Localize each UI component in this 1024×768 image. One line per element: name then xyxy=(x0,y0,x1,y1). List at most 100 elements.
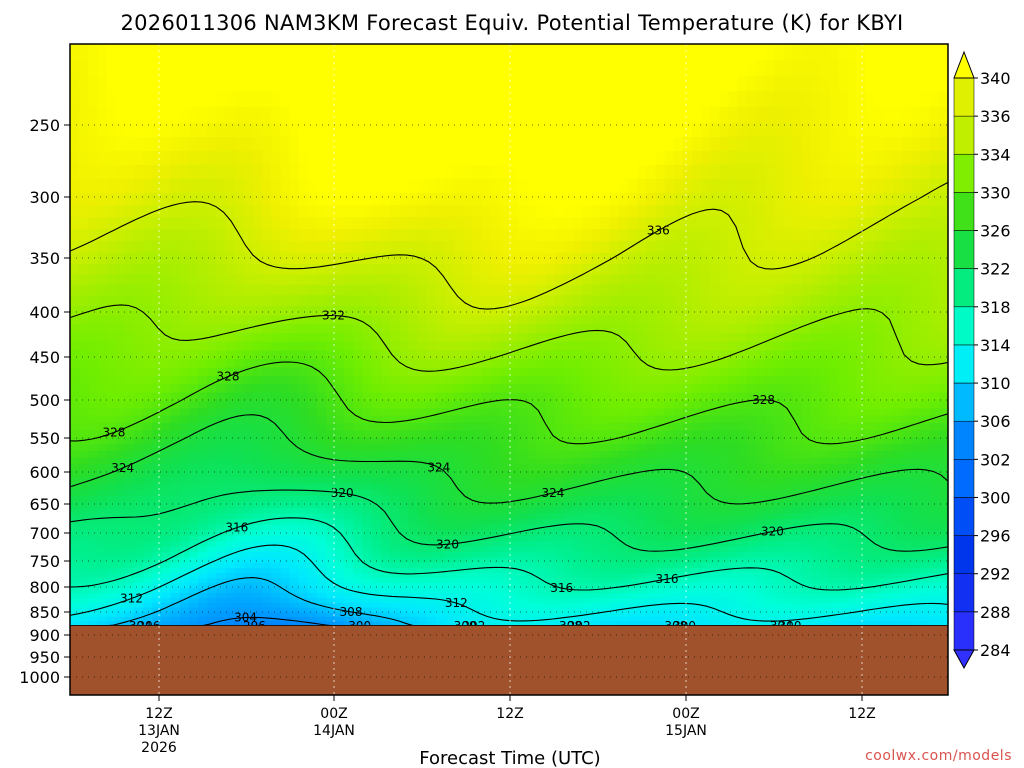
field-cell xyxy=(417,75,428,92)
field-cell xyxy=(509,324,519,334)
field-cell xyxy=(252,430,263,439)
field-cell xyxy=(874,415,885,424)
field-cell xyxy=(252,470,263,478)
field-cell xyxy=(115,477,126,484)
field-cell xyxy=(97,495,108,503)
field-cell xyxy=(810,192,821,206)
field-cell xyxy=(143,470,153,478)
field-cell xyxy=(655,59,665,76)
field-cell xyxy=(600,519,611,526)
field-cell xyxy=(820,437,830,445)
field-cell xyxy=(161,408,172,417)
field-cell xyxy=(381,375,391,385)
field-cell xyxy=(792,44,803,61)
field-cell xyxy=(765,240,775,254)
field-cell xyxy=(216,333,226,343)
field-cell xyxy=(252,507,263,514)
field-cell xyxy=(518,489,528,497)
field-cell xyxy=(362,324,373,334)
field-cell xyxy=(527,392,537,402)
field-cell xyxy=(884,350,894,360)
field-cell xyxy=(536,464,547,472)
field-cell xyxy=(920,263,931,275)
field-cell xyxy=(536,350,547,360)
field-cell xyxy=(792,464,803,472)
field-cell xyxy=(664,178,675,194)
field-cell xyxy=(792,359,803,369)
field-cell xyxy=(938,430,949,439)
field-cell xyxy=(225,341,236,352)
field-cell xyxy=(161,178,172,194)
field-cell xyxy=(865,59,876,76)
field-cell xyxy=(847,470,858,478)
field-cell xyxy=(618,333,629,343)
field-cell xyxy=(792,217,803,230)
field-cell xyxy=(600,437,611,445)
field-cell xyxy=(381,274,391,286)
field-cell xyxy=(518,350,528,360)
field-cell xyxy=(152,430,162,439)
field-cell xyxy=(481,106,492,124)
field-cell xyxy=(938,524,949,531)
field-cell xyxy=(829,324,839,334)
field-cell xyxy=(124,75,135,92)
field-cell xyxy=(179,457,190,465)
field-cell xyxy=(316,430,327,439)
field-cell xyxy=(463,423,473,431)
field-cell xyxy=(884,91,894,108)
field-cell xyxy=(600,464,611,472)
field-cell xyxy=(518,136,528,152)
field-cell xyxy=(673,367,684,377)
field-cell xyxy=(207,324,217,334)
field-cell xyxy=(399,295,409,307)
field-cell xyxy=(445,295,455,307)
field-cell xyxy=(225,333,236,343)
field-cell xyxy=(938,437,949,445)
field-cell xyxy=(161,451,172,459)
field-cell xyxy=(536,324,547,334)
field-cell xyxy=(106,507,117,514)
field-cell xyxy=(618,91,629,108)
field-cell xyxy=(499,367,510,377)
field-cell xyxy=(225,350,236,360)
field-cell xyxy=(207,192,217,206)
field-cell xyxy=(463,430,473,439)
field-cell xyxy=(234,423,245,431)
field-cell xyxy=(353,400,364,409)
field-cell xyxy=(188,392,199,402)
field-cell xyxy=(655,451,665,459)
field-cell xyxy=(454,502,464,509)
field-cell xyxy=(188,400,199,409)
field-cell xyxy=(911,192,922,206)
field-cell xyxy=(152,477,162,484)
field-cell xyxy=(755,408,766,417)
field-cell xyxy=(280,530,291,537)
field-cell xyxy=(344,359,355,369)
field-cell xyxy=(591,495,601,503)
field-cell xyxy=(728,305,739,317)
field-cell xyxy=(838,341,848,352)
field-cell xyxy=(637,367,647,377)
field-cell xyxy=(124,333,135,343)
field-cell xyxy=(664,483,675,491)
field-cell xyxy=(307,333,318,343)
field-cell xyxy=(902,150,912,166)
field-cell xyxy=(893,530,903,537)
field-cell xyxy=(481,295,492,307)
field-cell xyxy=(545,392,556,402)
field-cell xyxy=(115,451,126,459)
field-cell xyxy=(618,178,629,194)
field-cell xyxy=(179,178,190,194)
field-cell xyxy=(545,44,556,61)
field-cell xyxy=(673,164,684,180)
field-cell xyxy=(627,384,638,394)
field-cell xyxy=(655,437,665,445)
field-cell xyxy=(326,305,336,317)
field-cell xyxy=(143,444,153,452)
field-cell xyxy=(820,164,830,180)
field-cell xyxy=(106,150,117,166)
field-cell xyxy=(884,295,894,307)
field-cell xyxy=(243,44,254,61)
field-cell xyxy=(536,229,547,242)
field-cell xyxy=(563,341,574,352)
